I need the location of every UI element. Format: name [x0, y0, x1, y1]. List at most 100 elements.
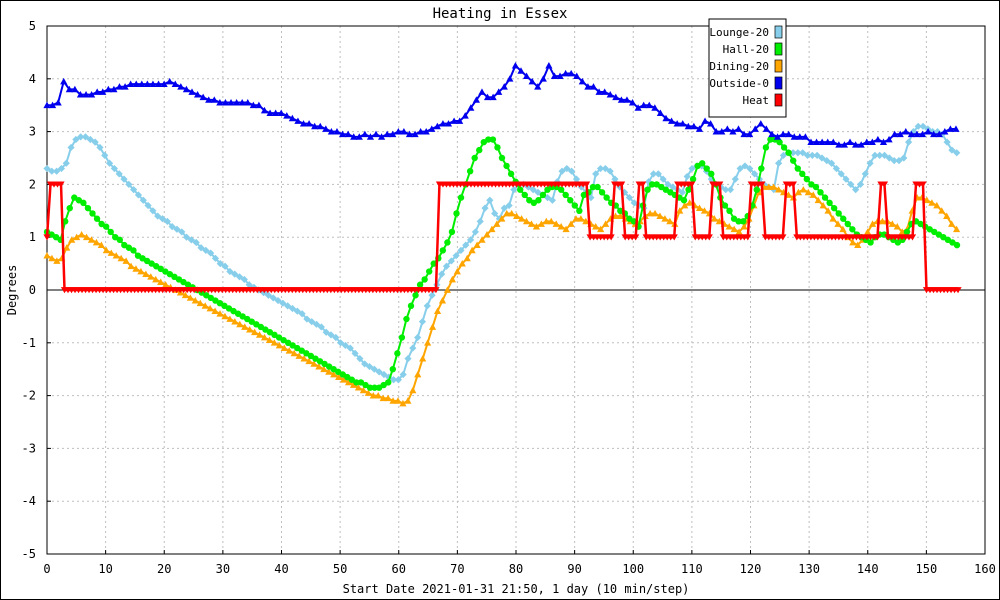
grid [47, 26, 985, 554]
data-point-outside-0 [623, 96, 631, 103]
data-point-dining-20 [438, 296, 447, 304]
data-point-dining-20 [527, 220, 536, 227]
data-point-lounge-20 [558, 167, 566, 175]
data-point-dining-20 [592, 223, 600, 230]
data-point-lounge-20 [722, 186, 730, 194]
data-point-heat [789, 181, 797, 188]
data-point-dining-20 [809, 191, 817, 198]
data-point-outside-0 [857, 141, 865, 148]
data-point-outside-0 [400, 128, 408, 135]
data-point-lounge-20 [601, 164, 609, 173]
data-point-dining-20 [483, 230, 491, 238]
data-point-outside-0 [612, 93, 620, 101]
data-point-outside-0 [818, 138, 826, 146]
data-point-hall-20 [539, 191, 547, 199]
data-point-outside-0 [48, 101, 57, 109]
data-point-dining-20 [251, 328, 259, 336]
data-point-lounge-20 [664, 180, 672, 188]
data-point-lounge-20 [943, 138, 951, 146]
data-point-heat [919, 181, 927, 188]
data-point-dining-20 [142, 270, 150, 278]
data-point-dining-20 [943, 212, 951, 219]
data-point-outside-0 [467, 104, 475, 111]
data-point-outside-0 [350, 133, 358, 140]
data-point-dining-20 [384, 394, 392, 402]
data-point-dining-20 [275, 341, 283, 349]
data-point-outside-0 [522, 72, 531, 80]
data-point-dining-20 [369, 392, 377, 399]
data-point-hall-20 [644, 186, 651, 193]
data-point-outside-0 [550, 72, 559, 80]
data-point-lounge-20 [900, 154, 908, 162]
data-point-outside-0 [154, 80, 163, 87]
data-point-lounge-20 [457, 246, 465, 254]
data-point-heat [632, 234, 640, 241]
data-point-outside-0 [840, 141, 849, 148]
data-point-lounge-20 [880, 151, 889, 159]
data-point-lounge-20 [481, 204, 489, 212]
data-point-lounge-20 [168, 223, 176, 231]
data-point-dining-20 [419, 355, 427, 362]
data-point-dining-20 [888, 220, 896, 227]
data-point-dining-20 [43, 252, 51, 259]
data-point-hall-20 [80, 199, 87, 207]
data-point-lounge-20 [375, 368, 383, 376]
data-point-hall-20 [116, 236, 124, 244]
data-point-dining-20 [48, 254, 56, 262]
data-point-lounge-20 [476, 217, 484, 225]
series-outside-0 [43, 62, 960, 148]
data-point-dining-20 [290, 349, 298, 357]
data-point-dining-20 [458, 260, 466, 267]
data-point-outside-0 [54, 98, 62, 106]
data-point-dining-20 [53, 257, 61, 264]
data-point-hall-20 [803, 175, 811, 183]
x-tick-label: 110 [681, 562, 703, 576]
data-point-outside-0 [723, 125, 731, 132]
data-point-dining-20 [157, 278, 165, 285]
data-point-dining-20 [651, 209, 659, 217]
data-point-lounge-20 [182, 233, 191, 241]
data-point-lounge-20 [298, 310, 306, 318]
data-point-outside-0 [288, 114, 296, 122]
data-point-outside-0 [824, 138, 832, 146]
data-point-dining-20 [775, 186, 783, 193]
data-point-lounge-20 [149, 207, 157, 215]
data-point-outside-0 [941, 128, 949, 135]
data-point-heat [432, 287, 440, 294]
data-point-outside-0 [606, 91, 614, 98]
x-axis-title: Start Date 2021-01-31 21:50, 1 day (10 m… [343, 582, 690, 596]
data-point-lounge-20 [659, 175, 667, 183]
data-point-lounge-20 [808, 151, 816, 159]
data-point-hall-20 [576, 207, 583, 214]
data-point-lounge-20 [726, 186, 735, 194]
data-point-lounge-20 [775, 159, 783, 167]
data-point-lounge-20 [414, 333, 422, 342]
data-point-heat [705, 234, 713, 241]
data-point-dining-20 [335, 373, 343, 380]
data-point-lounge-20 [510, 186, 518, 194]
data-point-outside-0 [902, 128, 910, 135]
data-point-outside-0 [221, 98, 230, 106]
data-point-outside-0 [801, 133, 810, 140]
x-tick-label: 60 [392, 562, 406, 576]
data-point-dining-20 [562, 225, 570, 233]
data-point-dining-20 [656, 212, 664, 219]
data-point-outside-0 [545, 62, 553, 69]
data-point-lounge-20 [327, 331, 335, 339]
data-point-outside-0 [338, 130, 347, 138]
data-point-lounge-20 [81, 133, 90, 141]
data-point-lounge-20 [423, 302, 431, 310]
data-point-hall-20 [389, 366, 396, 373]
data-point-hall-20 [826, 199, 833, 207]
data-point-lounge-20 [645, 178, 653, 186]
data-point-outside-0 [640, 101, 648, 109]
data-point-outside-0 [712, 128, 720, 135]
data-point-lounge-20 [101, 151, 109, 159]
data-point-lounge-20 [269, 294, 277, 302]
data-point-outside-0 [495, 88, 503, 95]
data-point-lounge-20 [827, 159, 836, 167]
data-point-outside-0 [417, 128, 425, 135]
data-point-dining-20 [547, 217, 555, 225]
data-point-outside-0 [93, 88, 101, 95]
